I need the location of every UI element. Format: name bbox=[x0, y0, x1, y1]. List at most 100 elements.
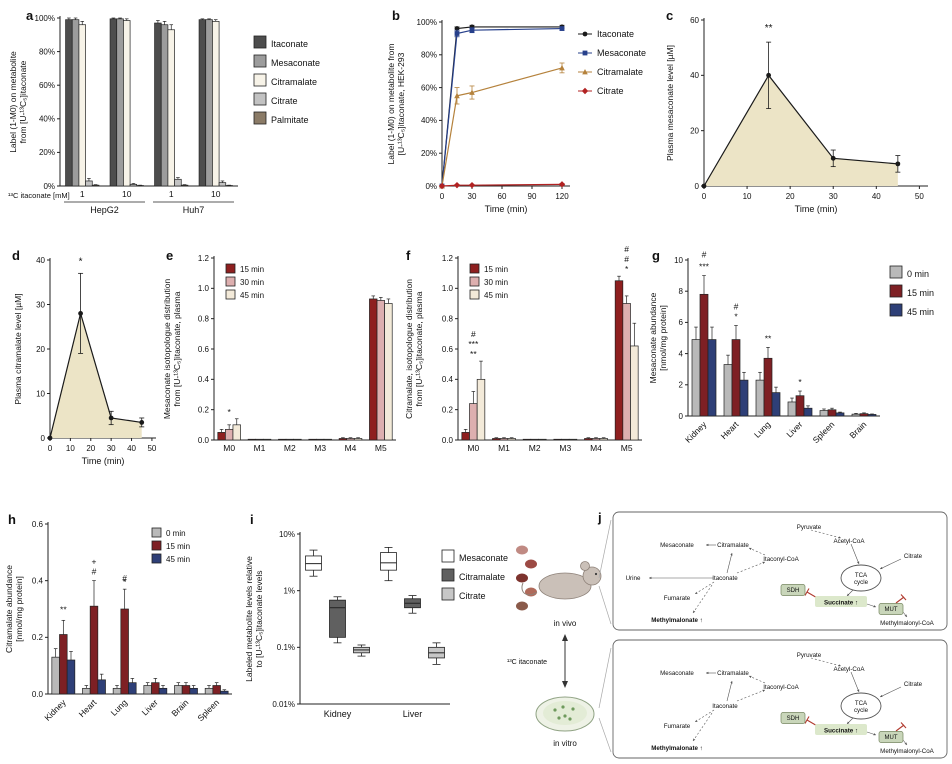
svg-text:Mesaconate: Mesaconate bbox=[660, 542, 694, 549]
svg-text:Liver: Liver bbox=[784, 419, 804, 439]
svg-text:Kidney: Kidney bbox=[324, 709, 352, 719]
in-vitro-label: in vitro bbox=[553, 739, 577, 748]
svg-text:MUT: MUT bbox=[885, 735, 898, 741]
svg-text:30: 30 bbox=[36, 300, 45, 309]
y-axis-label: Citramalate, isotopologue distribution fr… bbox=[404, 279, 424, 419]
svg-text:Methylmalonyl-CoA: Methylmalonyl-CoA bbox=[880, 748, 935, 755]
svg-text:#: # bbox=[734, 302, 739, 312]
svg-text:**: ** bbox=[470, 349, 477, 359]
y-axis-label: Plasma mesaconate level [µM] bbox=[665, 45, 675, 161]
svg-text:+: + bbox=[92, 557, 97, 567]
svg-text:Plasma citramalate level [µM]: Plasma citramalate level [µM] bbox=[13, 293, 23, 404]
svg-text:10: 10 bbox=[66, 444, 75, 453]
svg-text:100%: 100% bbox=[417, 18, 437, 27]
series-citrate bbox=[438, 181, 566, 190]
svg-text:Citramalate abundance: Citramalate abundance bbox=[4, 565, 14, 653]
panel-label-e: e bbox=[166, 248, 174, 263]
svg-text:M4: M4 bbox=[590, 443, 602, 453]
svg-text:Succinate ↑: Succinate ↑ bbox=[824, 728, 858, 735]
svg-text:Lung: Lung bbox=[109, 697, 130, 718]
svg-text:Mesaconate: Mesaconate bbox=[459, 553, 508, 563]
svg-text:1.2: 1.2 bbox=[198, 254, 210, 263]
svg-text:10%: 10% bbox=[279, 530, 295, 539]
svg-text:*: * bbox=[228, 407, 232, 417]
svg-text:Itaconate: Itaconate bbox=[271, 39, 308, 49]
svg-text:20%: 20% bbox=[421, 149, 437, 158]
svg-text:Mesaconate: Mesaconate bbox=[597, 48, 646, 58]
axes: 0.0 0.2 0.4 0.6 0.8 1.0 1.2 bbox=[442, 254, 642, 445]
svg-text:60%: 60% bbox=[39, 81, 55, 90]
svg-text:45 min: 45 min bbox=[166, 555, 190, 564]
svg-text:Citrate: Citrate bbox=[271, 96, 298, 106]
svg-text:#: # bbox=[624, 244, 629, 254]
panel-label-g: g bbox=[652, 248, 660, 263]
svg-text:10: 10 bbox=[743, 192, 752, 201]
bars bbox=[691, 275, 877, 417]
svg-text:40: 40 bbox=[127, 444, 136, 453]
svg-text:20: 20 bbox=[36, 345, 45, 354]
svg-text:0 min: 0 min bbox=[166, 529, 186, 538]
svg-text:15 min: 15 min bbox=[484, 265, 508, 274]
organ-icons bbox=[516, 545, 537, 611]
svg-text:30 min: 30 min bbox=[484, 278, 508, 287]
svg-text:Itaconate: Itaconate bbox=[712, 575, 738, 582]
svg-text:0.6: 0.6 bbox=[442, 345, 454, 354]
y-axis-label: Citramalate abundance [nmol/mg protein] bbox=[4, 565, 24, 653]
svg-text:0: 0 bbox=[679, 412, 684, 421]
svg-text:M0: M0 bbox=[223, 443, 235, 453]
svg-text:[nmol/mg protein]: [nmol/mg protein] bbox=[14, 576, 24, 642]
svg-text:0.01%: 0.01% bbox=[272, 700, 295, 709]
svg-text:Citrate: Citrate bbox=[597, 86, 624, 96]
svg-text:10: 10 bbox=[36, 389, 45, 398]
chart-b-hek293-timecourse: 0% 20% 40% 60% 80% 100% 0 30 60 90 120 Time (min) La… bbox=[386, 18, 646, 214]
mouse-icon bbox=[521, 561, 602, 600]
svg-text:40: 40 bbox=[872, 192, 881, 201]
svg-text:Itaconyl-CoA: Itaconyl-CoA bbox=[763, 684, 799, 691]
svg-text:Liver: Liver bbox=[140, 697, 160, 717]
svg-text:Urine: Urine bbox=[626, 575, 641, 582]
legend: 0 min 15 min 45 min bbox=[151, 527, 190, 564]
panel-label-j: j bbox=[598, 510, 602, 525]
axes: 0 2 4 6 8 10 bbox=[674, 256, 880, 421]
pathway-box-in-vivo-content: Pyruvate Acetyl-CoA Mesaconate Citramalate I… bbox=[626, 524, 935, 627]
svg-text:Kidney: Kidney bbox=[42, 697, 68, 723]
svg-text:M5: M5 bbox=[375, 443, 387, 453]
svg-text:0: 0 bbox=[695, 182, 700, 191]
svg-text:8: 8 bbox=[679, 287, 684, 296]
chart-i-labeled-metabolite-boxplot: 0.01% 0.1% 1% 10% Kidney Liver Labeled metabol… bbox=[244, 530, 508, 719]
area-fill bbox=[704, 75, 898, 186]
series-mesaconate bbox=[439, 26, 565, 189]
svg-text:TCA: TCA bbox=[855, 700, 868, 707]
svg-text:TCA: TCA bbox=[855, 572, 868, 579]
svg-text:Itaconate: Itaconate bbox=[597, 29, 634, 39]
svg-text:20%: 20% bbox=[39, 148, 55, 157]
svg-text:Citramalate: Citramalate bbox=[717, 670, 749, 677]
svg-text:0: 0 bbox=[440, 192, 445, 201]
svg-text:0.0: 0.0 bbox=[442, 436, 454, 445]
svg-text:[nmol/mg protein]: [nmol/mg protein] bbox=[658, 305, 668, 371]
svg-text:10: 10 bbox=[122, 189, 132, 199]
area-fill bbox=[50, 313, 142, 438]
svg-text:40%: 40% bbox=[421, 116, 437, 125]
panel-label-d: d bbox=[12, 248, 20, 263]
svg-text:Itaconyl-CoA: Itaconyl-CoA bbox=[763, 556, 799, 563]
svg-text:[U-¹³C₅]itaconate, HEK-293: [U-¹³C₅]itaconate, HEK-293 bbox=[396, 52, 406, 155]
bars bbox=[51, 580, 229, 695]
panel-label-c: c bbox=[666, 8, 674, 23]
svg-text:***: *** bbox=[468, 339, 479, 349]
svg-text:***: *** bbox=[699, 262, 710, 272]
svg-text:30 min: 30 min bbox=[240, 278, 264, 287]
svg-text:40%: 40% bbox=[39, 115, 55, 124]
svg-text:0%: 0% bbox=[425, 182, 437, 191]
svg-text:15 min: 15 min bbox=[166, 542, 190, 551]
svg-text:Citramalate: Citramalate bbox=[459, 572, 505, 582]
svg-text:45 min: 45 min bbox=[240, 291, 264, 300]
svg-text:#: # bbox=[471, 329, 476, 339]
svg-text:Mesaconate isotopologue distri: Mesaconate isotopologue distribution bbox=[162, 279, 172, 420]
svg-text:Citramalate: Citramalate bbox=[597, 67, 643, 77]
svg-text:Brain: Brain bbox=[847, 419, 868, 440]
svg-text:1%: 1% bbox=[283, 586, 295, 595]
svg-text:0%: 0% bbox=[43, 182, 55, 191]
panel-label-h: h bbox=[8, 512, 16, 527]
svg-text:0.8: 0.8 bbox=[442, 314, 454, 323]
